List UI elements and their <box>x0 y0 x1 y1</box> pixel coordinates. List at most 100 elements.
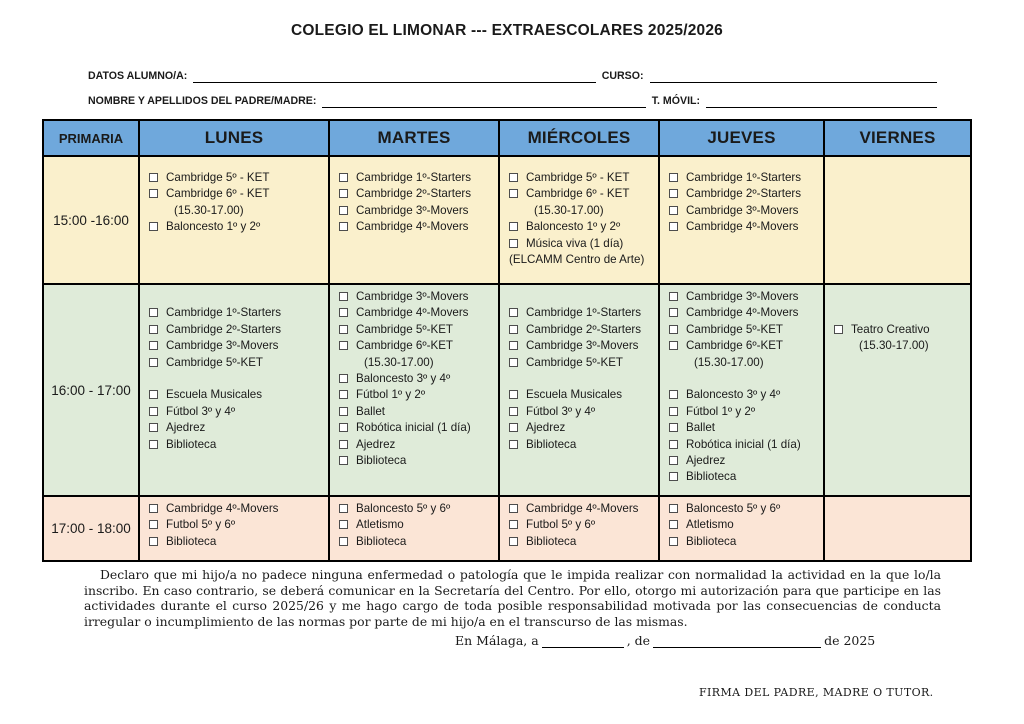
checkbox-icon[interactable] <box>669 456 678 466</box>
activity-item[interactable]: Biblioteca <box>509 534 655 550</box>
checkbox-icon[interactable] <box>669 341 678 351</box>
activity-item[interactable]: Cambridge 5º-KET <box>669 322 820 338</box>
checkbox-icon[interactable] <box>509 222 518 232</box>
activity-item[interactable]: Cambridge 3º-Movers <box>669 289 820 305</box>
checkbox-icon[interactable] <box>149 504 158 513</box>
activity-item[interactable]: Biblioteca <box>339 534 495 550</box>
activity-item[interactable]: Futbol 5º y 6º <box>509 517 655 533</box>
activity-item[interactable]: Cambridge 2º-Starters <box>149 322 325 338</box>
activity-item[interactable]: Ballet <box>339 404 495 420</box>
activity-item[interactable]: Cambridge 2º-Starters <box>509 322 655 338</box>
activity-item[interactable]: Biblioteca <box>669 469 820 485</box>
activity-item[interactable]: Cambridge 1º-Starters <box>669 170 820 186</box>
checkbox-icon[interactable] <box>339 374 348 384</box>
checkbox-icon[interactable] <box>509 423 518 433</box>
activity-item[interactable]: Teatro Creativo <box>834 322 967 338</box>
checkbox-icon[interactable] <box>339 536 348 546</box>
checkbox-icon[interactable] <box>339 173 348 182</box>
checkbox-icon[interactable] <box>509 238 518 248</box>
activity-item[interactable]: Baloncesto 5º y 6º <box>339 501 495 517</box>
activity-item[interactable]: Cambridge 5º-KET <box>339 322 495 338</box>
checkbox-icon[interactable] <box>509 439 518 449</box>
activity-item[interactable]: Cambridge 1º-Starters <box>149 305 325 321</box>
checkbox-icon[interactable] <box>149 406 158 416</box>
activity-item[interactable]: Ajedrez <box>509 420 655 436</box>
student-name-field[interactable] <box>193 70 596 83</box>
checkbox-icon[interactable] <box>669 439 678 449</box>
activity-item[interactable]: Cambridge 4º-Movers <box>669 305 820 321</box>
checkbox-icon[interactable] <box>669 222 678 232</box>
course-field[interactable] <box>649 70 937 83</box>
activity-item[interactable]: Cambridge 6º-KET <box>669 338 820 354</box>
checkbox-icon[interactable] <box>339 292 348 301</box>
activity-item[interactable]: Baloncesto 5º y 6º <box>669 501 820 517</box>
activity-item[interactable]: Ajedrez <box>339 437 495 453</box>
checkbox-icon[interactable] <box>669 472 678 482</box>
activity-item[interactable]: Baloncesto 1º y 2º <box>149 219 325 235</box>
checkbox-icon[interactable] <box>339 222 348 232</box>
activity-item[interactable]: Cambridge 3º-Movers <box>339 289 495 305</box>
checkbox-icon[interactable] <box>339 308 348 318</box>
checkbox-icon[interactable] <box>339 504 348 513</box>
activity-item[interactable]: Cambridge 6º-KET <box>339 338 495 354</box>
activity-item[interactable]: Robótica inicial (1 día) <box>339 420 495 436</box>
checkbox-icon[interactable] <box>509 536 518 546</box>
activity-item[interactable]: Robótica inicial (1 día) <box>669 437 820 453</box>
checkbox-icon[interactable] <box>509 520 518 530</box>
checkbox-icon[interactable] <box>149 308 158 318</box>
checkbox-icon[interactable] <box>509 324 518 334</box>
checkbox-icon[interactable] <box>669 324 678 334</box>
checkbox-icon[interactable] <box>669 308 678 318</box>
checkbox-icon[interactable] <box>669 423 678 433</box>
activity-item[interactable]: Biblioteca <box>669 534 820 550</box>
checkbox-icon[interactable] <box>509 189 518 199</box>
checkbox-icon[interactable] <box>339 520 348 530</box>
activity-item[interactable]: Cambridge 5º-KET <box>149 355 325 371</box>
activity-item[interactable]: Fútbol 3º y 4º <box>149 404 325 420</box>
activity-item[interactable]: Futbol 5º y 6º <box>149 517 325 533</box>
checkbox-icon[interactable] <box>149 536 158 546</box>
checkbox-icon[interactable] <box>509 504 518 513</box>
activity-item[interactable]: Cambridge 4º-Movers <box>339 219 495 235</box>
checkbox-icon[interactable] <box>509 308 518 318</box>
checkbox-icon[interactable] <box>339 341 348 351</box>
checkbox-icon[interactable] <box>339 423 348 433</box>
checkbox-icon[interactable] <box>149 341 158 351</box>
activity-item[interactable]: Cambridge 3º-Movers <box>509 338 655 354</box>
activity-item[interactable]: Fútbol 3º y 4º <box>509 404 655 420</box>
activity-item[interactable]: Cambridge 2º-Starters <box>669 186 820 202</box>
checkbox-icon[interactable] <box>509 173 518 182</box>
checkbox-icon[interactable] <box>339 390 348 400</box>
activity-item[interactable]: Escuela Musicales <box>509 387 655 403</box>
checkbox-icon[interactable] <box>149 439 158 449</box>
checkbox-icon[interactable] <box>339 189 348 199</box>
checkbox-icon[interactable] <box>669 406 678 416</box>
activity-item[interactable]: Fútbol 1º y 2º <box>669 404 820 420</box>
checkbox-icon[interactable] <box>149 324 158 334</box>
activity-item[interactable]: Cambridge 4º-Movers <box>509 501 655 517</box>
activity-item[interactable]: Biblioteca <box>149 534 325 550</box>
checkbox-icon[interactable] <box>509 357 518 367</box>
activity-item[interactable]: Ballet <box>669 420 820 436</box>
checkbox-icon[interactable] <box>339 439 348 449</box>
activity-item[interactable]: Biblioteca <box>149 437 325 453</box>
day-field[interactable] <box>541 634 624 648</box>
checkbox-icon[interactable] <box>149 423 158 433</box>
checkbox-icon[interactable] <box>669 390 678 400</box>
checkbox-icon[interactable] <box>339 324 348 334</box>
activity-item[interactable]: Cambridge 3º-Movers <box>339 203 495 219</box>
checkbox-icon[interactable] <box>669 205 678 215</box>
checkbox-icon[interactable] <box>669 189 678 199</box>
activity-item[interactable]: Atletismo <box>339 517 495 533</box>
activity-item[interactable]: Cambridge 6º - KET <box>149 186 325 202</box>
checkbox-icon[interactable] <box>669 536 678 546</box>
checkbox-icon[interactable] <box>149 357 158 367</box>
activity-item[interactable]: Baloncesto 1º y 2º <box>509 219 655 235</box>
checkbox-icon[interactable] <box>509 341 518 351</box>
checkbox-icon[interactable] <box>339 406 348 416</box>
activity-item[interactable]: Cambridge 5º - KET <box>149 170 325 186</box>
activity-item[interactable]: Fútbol 1º y 2º <box>339 387 495 403</box>
activity-item[interactable]: Baloncesto 3º y 4º <box>669 387 820 403</box>
activity-item[interactable]: Cambridge 4º-Movers <box>669 219 820 235</box>
checkbox-icon[interactable] <box>149 390 158 400</box>
